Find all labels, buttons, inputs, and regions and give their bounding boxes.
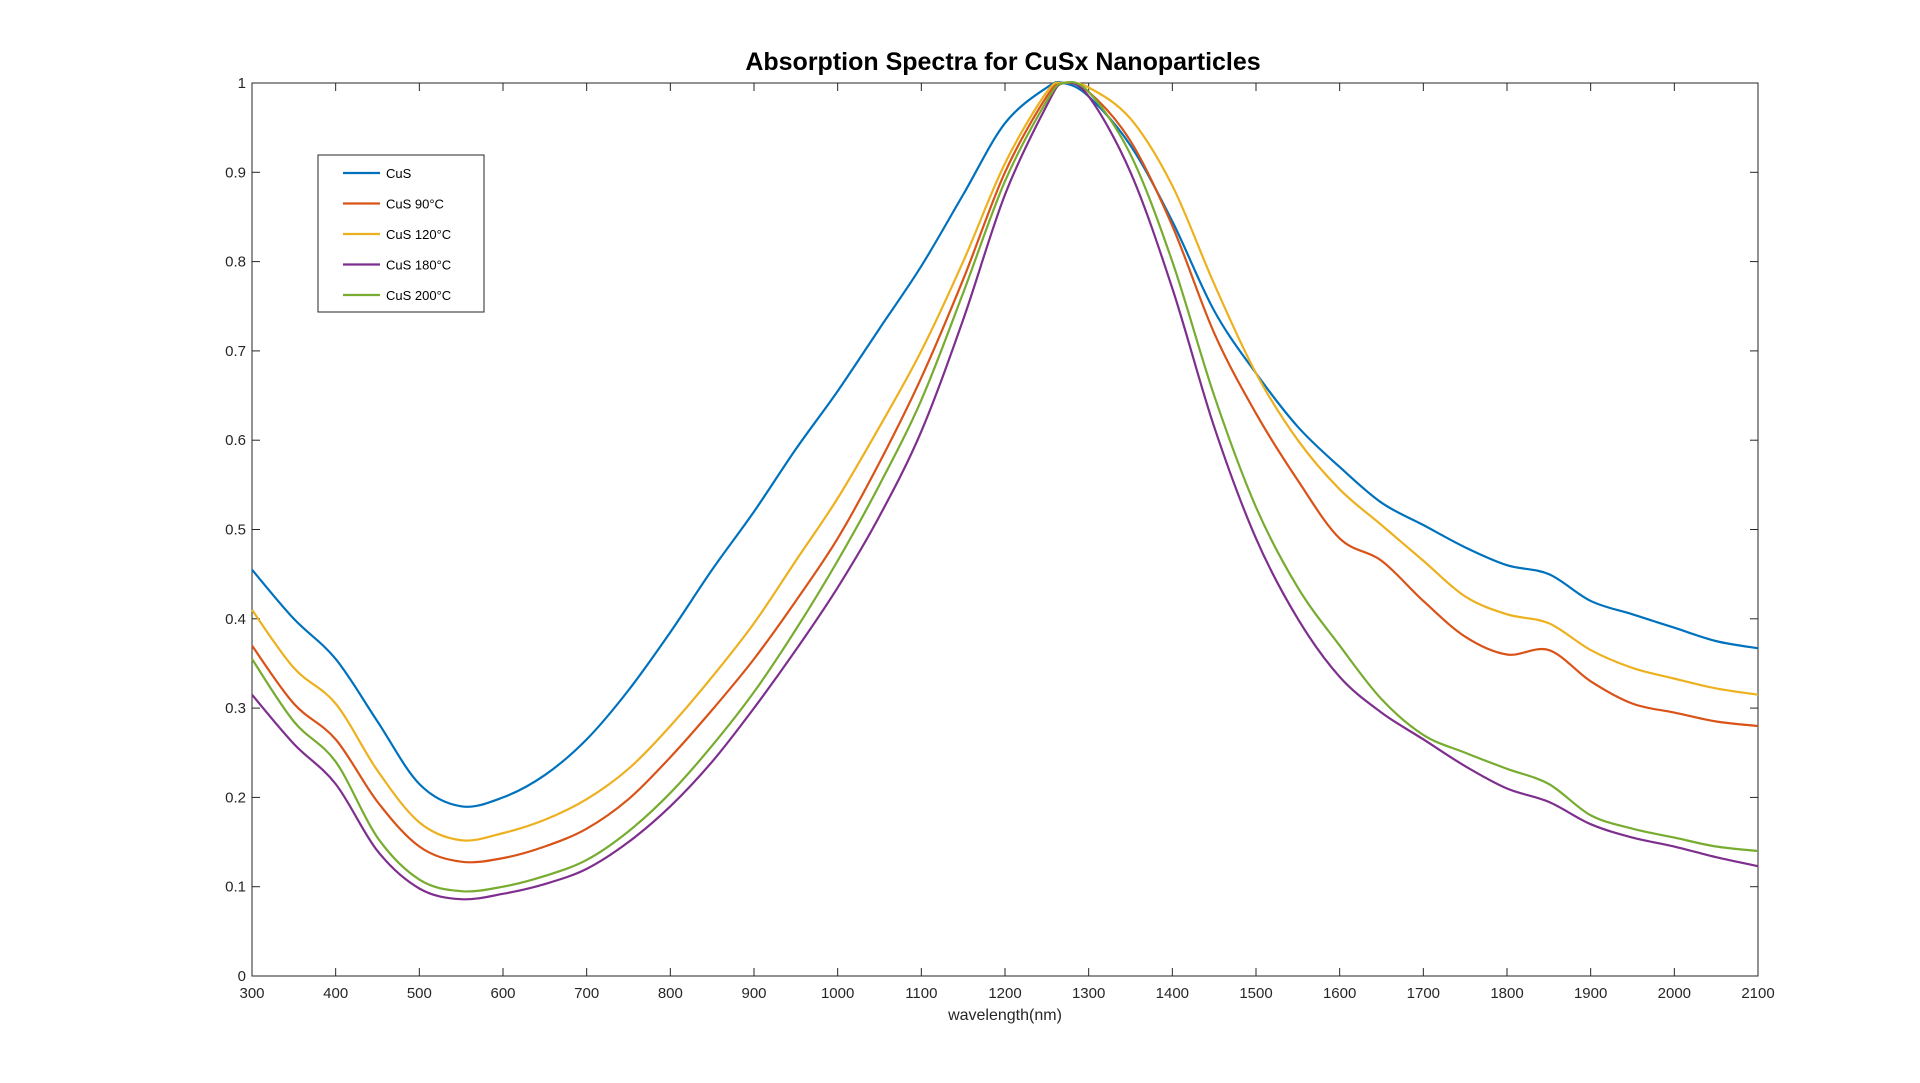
y-tick-label: 0.9 bbox=[225, 164, 246, 181]
x-tick-label: 1800 bbox=[1490, 985, 1523, 1002]
y-tick-label: 0.4 bbox=[225, 611, 246, 628]
x-tick-label: 1900 bbox=[1574, 985, 1607, 1002]
legend-label: CuS 180°C bbox=[386, 258, 451, 273]
x-tick-label: 600 bbox=[490, 985, 515, 1002]
x-tick-label: 2000 bbox=[1658, 985, 1691, 1002]
y-tick-label: 0.7 bbox=[225, 343, 246, 360]
legend-label: CuS 200°C bbox=[386, 288, 451, 303]
y-tick-label: 0.8 bbox=[225, 254, 246, 271]
legend-items: CuS CuS 90°C CuS 120°C CuS 180°C CuS 200°C bbox=[343, 166, 451, 303]
x-tick-label: 500 bbox=[407, 985, 432, 1002]
x-tick-label: 1200 bbox=[988, 985, 1021, 1002]
y-tick-label: 0.5 bbox=[225, 522, 246, 539]
x-axis-label: wavelength(nm) bbox=[947, 1007, 1062, 1024]
x-tick-label: 1300 bbox=[1072, 985, 1105, 1002]
series-lines bbox=[251, 80, 1759, 901]
y-tick-label: 1 bbox=[238, 75, 246, 92]
y-tick-label: 0.1 bbox=[225, 879, 246, 896]
series-line-0 bbox=[251, 80, 1759, 808]
legend: CuS CuS 90°C CuS 120°C CuS 180°C CuS 200°C bbox=[317, 154, 485, 313]
x-tick-label: 1400 bbox=[1156, 985, 1189, 1002]
x-tick-label: 1100 bbox=[905, 985, 937, 1002]
x-tick-label: 1700 bbox=[1407, 985, 1440, 1002]
plot-area bbox=[251, 82, 1759, 977]
chart-title: Absorption Spectra for CuSx Nanoparticle… bbox=[745, 48, 1260, 76]
axis-ticks: 300 400 500 600 700 800 900 1000 1100 1200 1300 140… bbox=[225, 75, 1775, 1002]
legend-label: CuS bbox=[386, 166, 412, 181]
x-tick-label: 1600 bbox=[1323, 985, 1356, 1002]
x-tick-label: 2100 bbox=[1741, 985, 1774, 1002]
x-tick-label: 400 bbox=[323, 985, 348, 1002]
x-tick-label: 700 bbox=[574, 985, 599, 1002]
y-tick-label: 0 bbox=[238, 968, 246, 985]
x-tick-label: 900 bbox=[741, 985, 766, 1002]
x-tick-label: 1000 bbox=[821, 985, 854, 1002]
x-tick-label: 1500 bbox=[1239, 985, 1272, 1002]
y-tick-label: 0.2 bbox=[225, 789, 246, 806]
y-tick-label: 0.3 bbox=[225, 700, 246, 717]
x-tick-label: 800 bbox=[658, 985, 683, 1002]
legend-label: CuS 120°C bbox=[386, 227, 451, 242]
series-line-2 bbox=[251, 81, 1759, 842]
y-tick-label: 0.6 bbox=[225, 432, 246, 449]
series-line-1 bbox=[251, 81, 1759, 864]
series-line-3 bbox=[251, 81, 1759, 901]
series-line-4 bbox=[251, 80, 1759, 893]
x-tick-label: 300 bbox=[239, 985, 264, 1002]
legend-label: CuS 90°C bbox=[386, 197, 444, 212]
